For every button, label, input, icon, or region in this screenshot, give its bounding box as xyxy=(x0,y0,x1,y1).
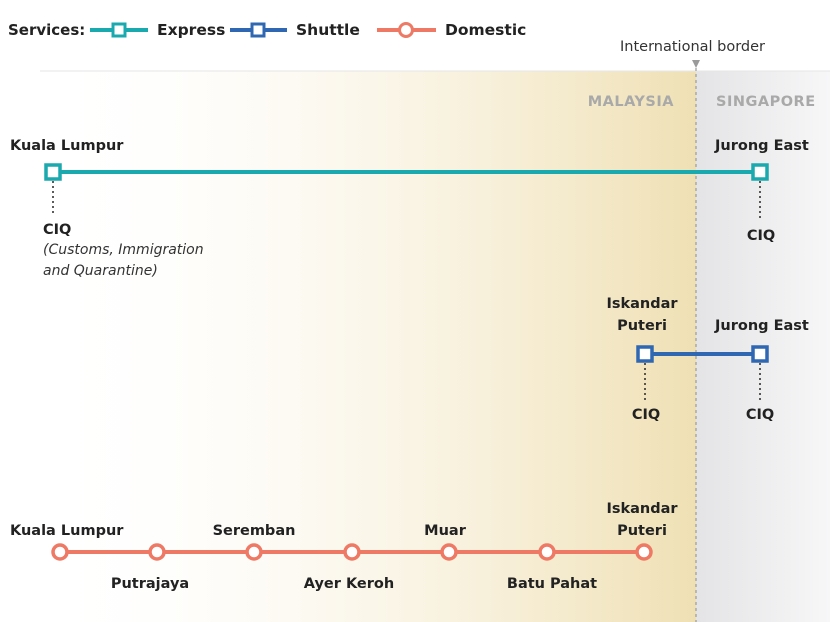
malaysia-region xyxy=(40,71,696,622)
legend: Services: Express Shuttle Domestic xyxy=(8,21,526,39)
domestic-station-ayer-keroh xyxy=(343,543,361,561)
domestic-label-muar: Muar xyxy=(424,523,467,539)
domestic-station-batu-pahat xyxy=(538,543,556,561)
square-marker-icon xyxy=(250,22,266,38)
legend-item-domestic: Domestic xyxy=(377,21,526,39)
border-arrow-icon xyxy=(692,60,700,68)
domestic-label-batu-pahat: Batu Pahat xyxy=(507,576,597,592)
domestic-label-kuala-lumpur: Kuala Lumpur xyxy=(10,523,124,539)
domestic-station-seremban xyxy=(245,543,263,561)
shuttle-label-jurong-east: Jurong East xyxy=(714,318,809,334)
legend-item-express: Express xyxy=(90,21,225,39)
shuttle-ciq-right: CIQ xyxy=(746,407,774,423)
express-station-kuala-lumpur xyxy=(44,163,62,181)
express-station-jurong-east xyxy=(751,163,769,181)
shuttle-service: Iskandar Puteri Jurong East CIQ CIQ xyxy=(606,296,808,423)
domestic-station-iskandar-puteri xyxy=(635,543,653,561)
country-label-singapore: SINGAPORE xyxy=(716,94,816,110)
circle-marker-icon xyxy=(398,22,414,38)
express-ciq-note-line-2: and Quarantine) xyxy=(43,263,158,279)
domestic-label-iskandar-line-1: Iskandar xyxy=(606,501,678,517)
domestic-station-putrajaya xyxy=(148,543,166,561)
shuttle-label-iskandar-line-2: Puteri xyxy=(617,318,667,334)
domestic-label-ayer-keroh: Ayer Keroh xyxy=(304,576,394,592)
shuttle-station-jurong-east xyxy=(751,345,769,363)
domestic-label-putrajaya: Putrajaya xyxy=(111,576,189,592)
legend-item-shuttle: Shuttle xyxy=(230,21,360,39)
country-label-malaysia: MALAYSIA xyxy=(588,94,675,110)
shuttle-label-iskandar-line-1: Iskandar xyxy=(606,296,678,312)
legend-label-express: Express xyxy=(157,21,225,39)
legend-label-domestic: Domestic xyxy=(445,21,526,39)
domestic-service: Kuala Lumpur Putrajaya Seremban Ayer Ker… xyxy=(10,501,678,592)
express-ciq-right: CIQ xyxy=(747,228,775,244)
international-border: International border MALAYSIA SINGAPORE xyxy=(588,39,816,622)
shuttle-station-iskandar-puteri xyxy=(636,345,654,363)
domestic-station-muar xyxy=(440,543,458,561)
express-ciq-left: CIQ xyxy=(43,222,71,238)
express-service: Kuala Lumpur Jurong East CIQ (Customs, I… xyxy=(10,138,809,279)
legend-label-shuttle: Shuttle xyxy=(296,21,360,39)
square-marker-icon xyxy=(111,22,127,38)
express-ciq-note-line-1: (Customs, Immigration xyxy=(43,242,204,258)
shuttle-ciq-left: CIQ xyxy=(632,407,660,423)
domestic-label-iskandar-line-2: Puteri xyxy=(617,523,667,539)
domestic-label-seremban: Seremban xyxy=(213,523,296,539)
domestic-station-kuala-lumpur xyxy=(51,543,69,561)
legend-title: Services: xyxy=(8,21,85,39)
express-label-jurong-east: Jurong East xyxy=(714,138,809,154)
border-label: International border xyxy=(620,39,765,55)
express-label-kuala-lumpur: Kuala Lumpur xyxy=(10,138,124,154)
